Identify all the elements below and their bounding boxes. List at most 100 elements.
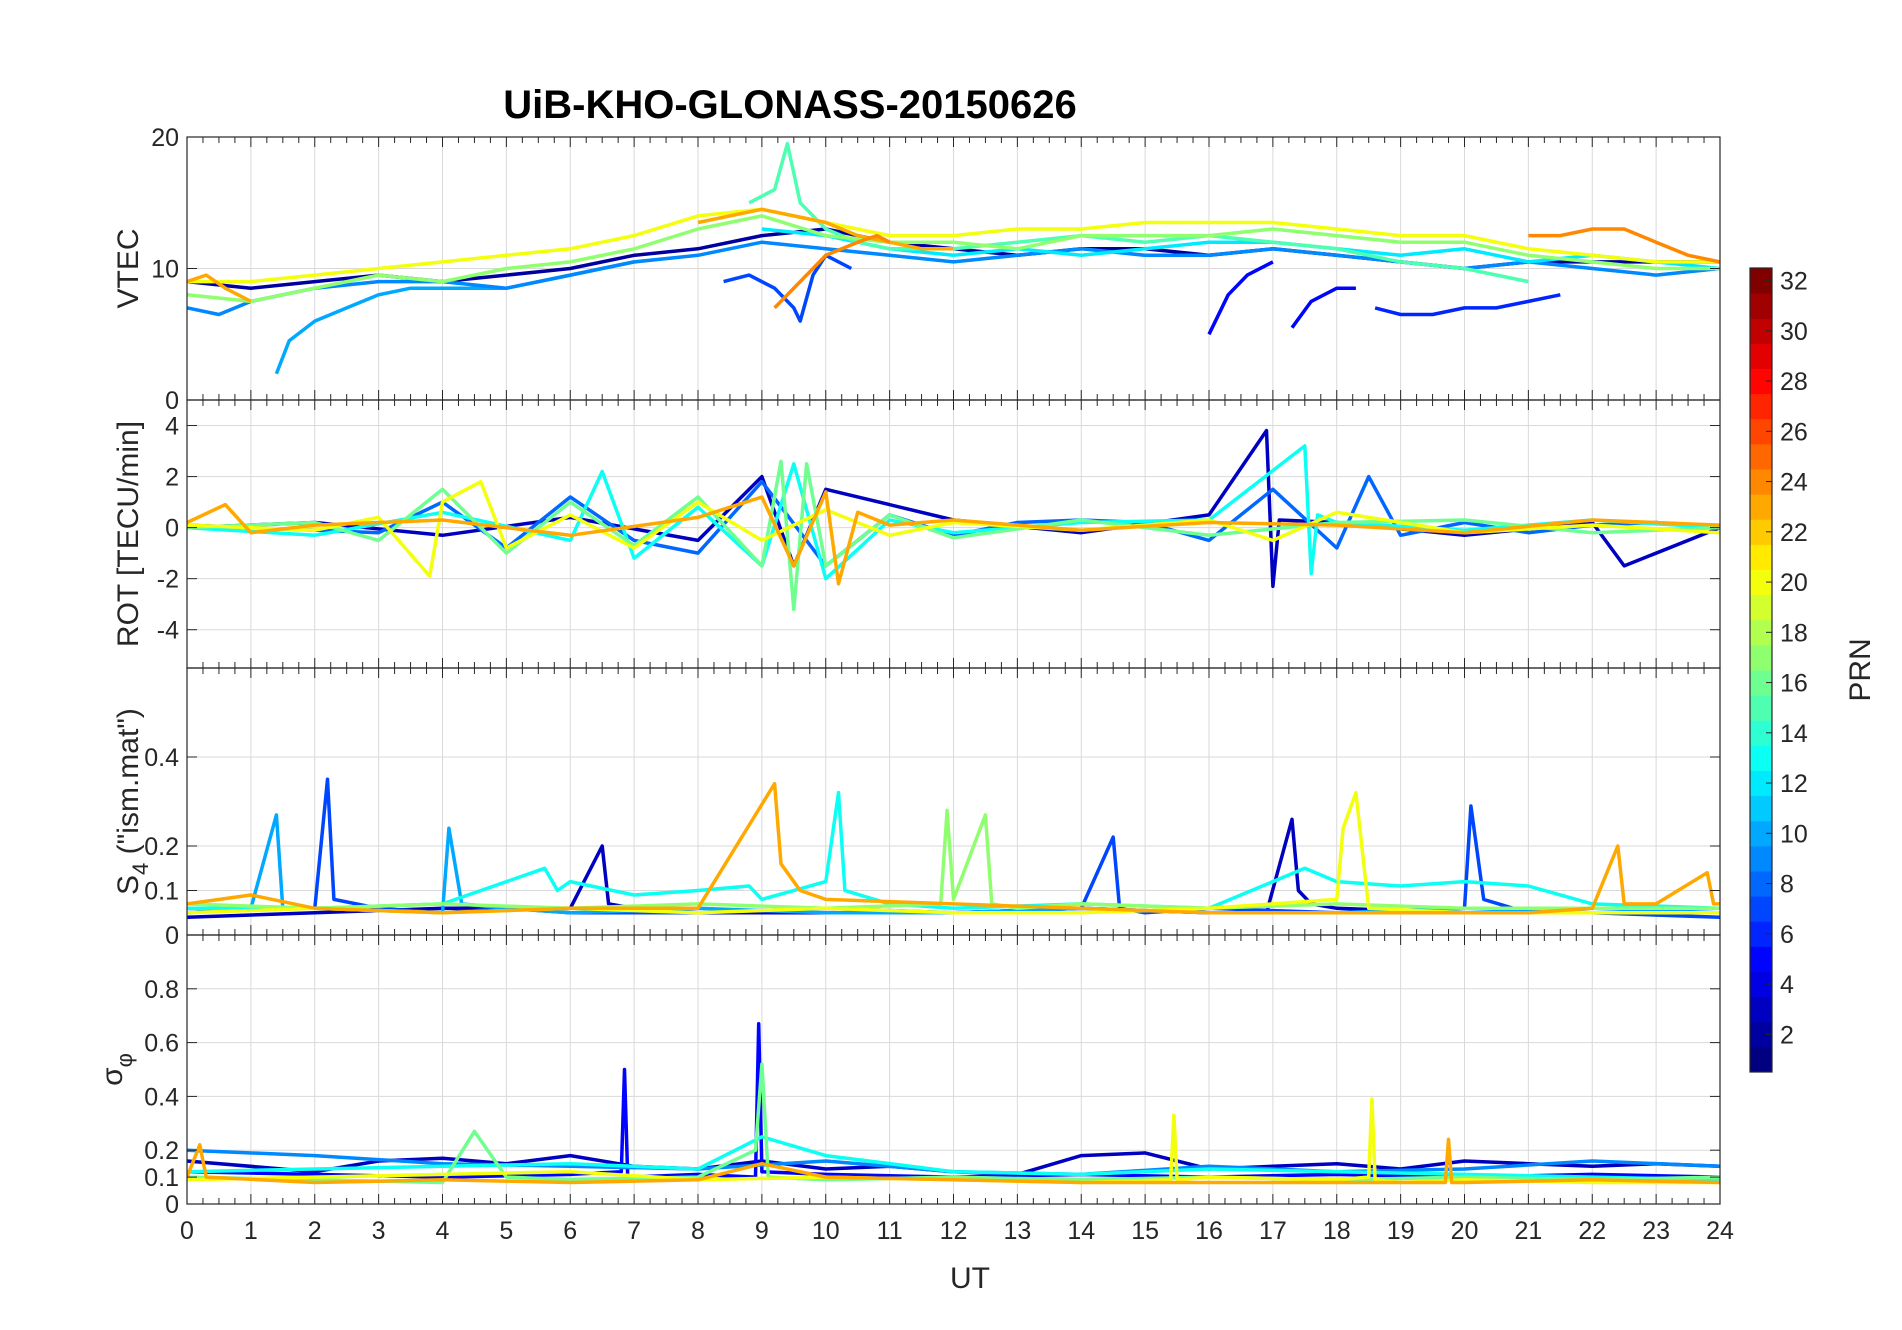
colorbar-band (1750, 871, 1772, 897)
y-tick-label: 0.6 (144, 1030, 179, 1058)
series-prn-8 (187, 474, 1720, 568)
x-tick-label: 18 (1323, 1217, 1351, 1245)
series-prn-13 (187, 1135, 1720, 1182)
colorbar-frame (1749, 267, 1773, 1073)
colorbar-tick-label: 6 (1780, 921, 1794, 949)
series-prn-5 (1207, 260, 1274, 336)
colorbar-band (1750, 293, 1772, 319)
series-group (187, 428, 1720, 612)
panel-vtec: 0 10 20 VTEC (112, 124, 1721, 415)
colorbar-band (1750, 594, 1772, 621)
series-prn-7 (723, 253, 853, 323)
x-tick-label: 21 (1514, 1217, 1542, 1245)
x-tick-label: 11 (877, 1217, 903, 1245)
colorbar-label: PRN (1844, 638, 1877, 701)
colorbar-band (1750, 644, 1772, 671)
y-tick-label: 0 (165, 922, 179, 950)
y-tick-label: 0.4 (144, 1083, 179, 1111)
y-axis-label-sigma: σφ (96, 1053, 137, 1086)
series-group (187, 1022, 1720, 1185)
series-prn-17 (187, 214, 1720, 304)
colorbar-tick-label: 18 (1780, 619, 1808, 647)
y-axis-label-s4: S4 ("ism.mat") (112, 708, 153, 895)
x-tick-label: 1 (244, 1217, 258, 1245)
colorbar-band (1750, 720, 1772, 746)
series-group (187, 141, 1720, 375)
y-tick-label: 0 (165, 515, 179, 543)
colorbar-band (1750, 1046, 1772, 1073)
y-tick-label: -2 (157, 566, 179, 594)
y-tick-label: 0.8 (144, 976, 179, 1004)
y-tick-label: 10 (151, 256, 179, 284)
x-tick-label: 24 (1706, 1217, 1734, 1245)
panel-rot: -4 -2 0 2 4 ROT [TECU/min] (112, 399, 1721, 669)
colorbar-tick-label: 16 (1780, 670, 1808, 698)
x-tick-label: 6 (563, 1217, 577, 1245)
series-prn-24 (773, 233, 891, 310)
colorbar-band (1750, 996, 1772, 1023)
x-tick-label: 16 (1195, 1217, 1223, 1245)
series-group (187, 777, 1720, 919)
colorbar-band (1750, 946, 1772, 972)
colorbar-tick-label: 26 (1780, 418, 1808, 446)
x-tick-label: 22 (1578, 1217, 1606, 1245)
x-tick-label: 4 (436, 1217, 450, 1245)
y-tick-label: 0.2 (144, 1137, 179, 1165)
y-tick-label: 20 (151, 124, 179, 152)
x-tick-label: 3 (372, 1217, 386, 1245)
series-prn-13 (187, 790, 1720, 911)
x-tick-label: 2 (308, 1217, 322, 1245)
colorbar-band (1750, 519, 1772, 545)
x-tick-label: 10 (812, 1217, 840, 1245)
x-tick-label: 9 (755, 1217, 769, 1245)
colorbar-band (1750, 795, 1772, 822)
x-axis-label: UT (950, 1262, 990, 1295)
y-tick-label: 0.1 (144, 1164, 179, 1192)
colorbar-tick-label: 2 (1780, 1021, 1794, 1049)
x-tick-label: 23 (1642, 1217, 1670, 1245)
x-tick-label: 8 (691, 1217, 705, 1245)
colorbar-band (1750, 619, 1772, 646)
colorbar-band (1750, 318, 1772, 344)
x-tick-label: 14 (1067, 1217, 1095, 1245)
series-prn-13 (187, 444, 1720, 581)
colorbar-band (1750, 343, 1772, 369)
colorbar-tick-label: 24 (1780, 469, 1808, 497)
colorbar-tick-label: 8 (1780, 871, 1794, 899)
series-prn-20 (187, 207, 1720, 284)
colorbar-tick-label: 32 (1780, 268, 1808, 296)
x-tick-label: 15 (1131, 1217, 1159, 1245)
y-tick-label: -4 (157, 617, 179, 645)
y-axis-label-rot: ROT [TECU/min] (112, 421, 145, 647)
colorbar-band (1750, 469, 1772, 495)
series-prn-20 (187, 479, 1720, 578)
colorbar-band (1750, 921, 1772, 947)
colorbar-band (1750, 770, 1772, 797)
panel-s4: 0 0.1 0.2 0.4S4 ("ism.mat") (112, 667, 1721, 950)
colorbar-tick-label: 10 (1780, 820, 1808, 848)
x-tick-label: 7 (627, 1217, 641, 1245)
colorbar-tick-label: 22 (1780, 519, 1808, 547)
x-tick-label: 20 (1451, 1217, 1479, 1245)
y-tick-label: 4 (165, 413, 179, 441)
colorbar-tick-label: 30 (1780, 318, 1808, 346)
colorbar-band (1750, 1021, 1772, 1048)
y-tick-label: 0.2 (144, 833, 179, 861)
series-prn-3 (187, 428, 1720, 589)
colorbar-band (1750, 845, 1772, 872)
y-axis-label-vtec: VTEC (112, 228, 145, 308)
y-tick-label: 0.4 (144, 744, 179, 772)
series-prn-23 (187, 1137, 1720, 1185)
series-prn-23 (187, 273, 252, 303)
colorbar-band (1750, 971, 1772, 998)
y-tick-label: 2 (165, 464, 179, 492)
colorbar-tick-label: 4 (1780, 971, 1794, 999)
series-prn-24 (1528, 227, 1720, 264)
x-tick-label: 0 (180, 1217, 194, 1245)
x-tick-label: 17 (1259, 1217, 1287, 1245)
colorbar-band (1750, 820, 1772, 847)
series-prn-23 (187, 490, 1720, 586)
colorbar-band (1750, 418, 1772, 445)
